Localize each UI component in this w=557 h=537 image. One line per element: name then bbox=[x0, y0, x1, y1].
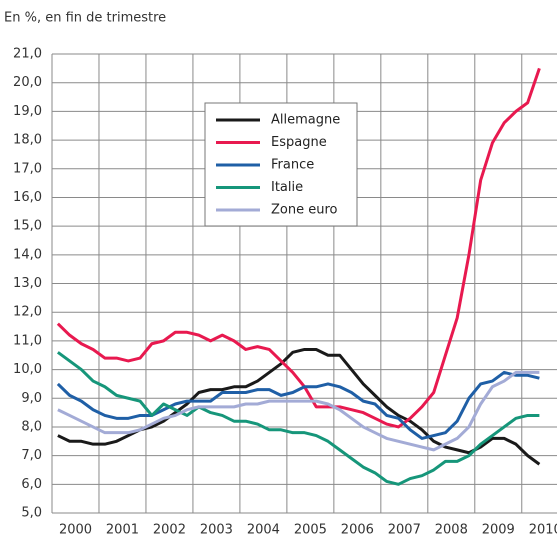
y-tick-label: 20,0 bbox=[13, 75, 42, 90]
y-tick-label: 16,0 bbox=[13, 190, 42, 205]
y-tick-label: 18,0 bbox=[13, 133, 42, 148]
y-tick-label: 5,0 bbox=[21, 506, 42, 521]
x-tick-label: 2004 bbox=[247, 523, 280, 537]
legend-label: Italie bbox=[271, 180, 303, 195]
y-tick-label: 7,0 bbox=[21, 448, 42, 463]
y-tick-label: 14,0 bbox=[13, 247, 42, 262]
y-tick-label: 10,0 bbox=[13, 362, 42, 377]
x-tick-label: 2000 bbox=[59, 523, 92, 537]
legend-label: Allemagne bbox=[271, 113, 340, 128]
y-tick-label: 17,0 bbox=[13, 161, 42, 176]
y-tick-label: 13,0 bbox=[13, 276, 42, 291]
x-tick-label: 2008 bbox=[435, 523, 468, 537]
y-tick-label: 21,0 bbox=[13, 47, 42, 62]
x-tick-label: 2006 bbox=[341, 523, 374, 537]
y-tick-label: 8,0 bbox=[21, 419, 42, 434]
legend-label: Zone euro bbox=[271, 203, 338, 218]
y-tick-label: 15,0 bbox=[13, 219, 42, 234]
y-tick-label: 12,0 bbox=[13, 305, 42, 320]
y-tick-label: 9,0 bbox=[21, 391, 42, 406]
legend-label: Espagne bbox=[271, 135, 327, 150]
line-series bbox=[57, 370, 540, 452]
y-tick-label: 11,0 bbox=[13, 333, 42, 348]
line-series bbox=[56, 351, 540, 486]
legend-label: France bbox=[271, 158, 314, 173]
chart-title: En %, en fin de trimestre bbox=[4, 11, 166, 26]
x-tick-label: 2001 bbox=[106, 523, 139, 537]
x-tick-label: 2009 bbox=[482, 523, 515, 537]
line-series bbox=[57, 347, 541, 466]
line-series bbox=[56, 370, 540, 440]
x-tick-label: 2003 bbox=[200, 523, 233, 537]
x-tick-label: 2002 bbox=[153, 523, 186, 537]
x-tick-label: 2010 bbox=[529, 523, 557, 537]
x-tick-label: 2005 bbox=[294, 523, 327, 537]
y-tick-label: 6,0 bbox=[21, 477, 42, 492]
line-series bbox=[56, 67, 541, 429]
y-tick-label: 19,0 bbox=[13, 104, 42, 119]
x-tick-label: 2007 bbox=[388, 523, 421, 537]
